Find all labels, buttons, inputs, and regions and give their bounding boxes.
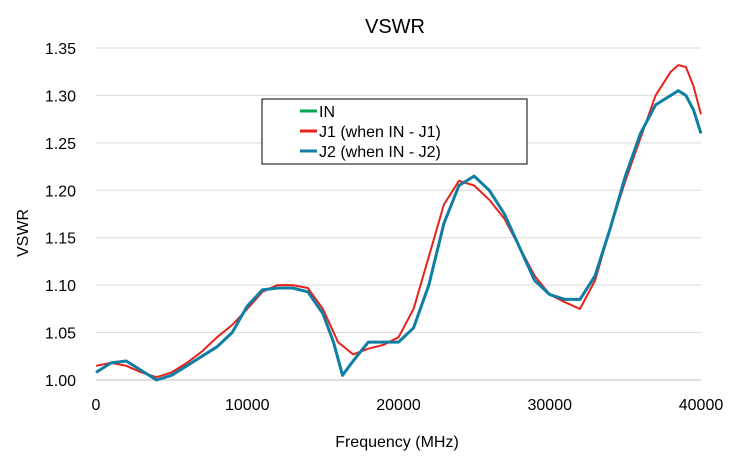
legend-label-3: J2 (when IN - J2) [319,144,441,161]
x-axis-title: Frequency (MHz) [335,434,459,451]
y-tick-label: 1.15 [45,231,76,248]
chart-title: VSWR [365,16,425,38]
x-tick-label: 0 [92,397,101,414]
y-tick-label: 1.35 [45,41,76,58]
y-tick-label: 1.10 [45,278,76,295]
y-tick-label: 1.05 [45,326,76,343]
x-tick-labels: 0 10000 20000 30000 40000 [92,397,724,414]
x-tick-label: 10000 [225,397,270,414]
y-tick-label: 1.25 [45,136,76,153]
y-tick-labels: 1.00 1.05 1.10 1.15 1.20 1.25 1.30 1.35 [45,41,76,390]
legend: IN J1 (when IN - J1) J2 (when IN - J2) [262,99,527,164]
y-tick-label: 1.20 [45,183,76,200]
y-tick-label: 1.30 [45,88,76,105]
x-tick-label: 30000 [528,397,573,414]
gridlines [96,48,701,333]
x-tick-label: 20000 [376,397,421,414]
y-tick-label: 1.00 [45,373,76,390]
x-tick-label: 40000 [679,397,724,414]
y-axis-title: VSWR [15,209,32,257]
legend-label-2: J1 (when IN - J1) [319,124,441,141]
legend-label-1: IN [319,104,335,121]
